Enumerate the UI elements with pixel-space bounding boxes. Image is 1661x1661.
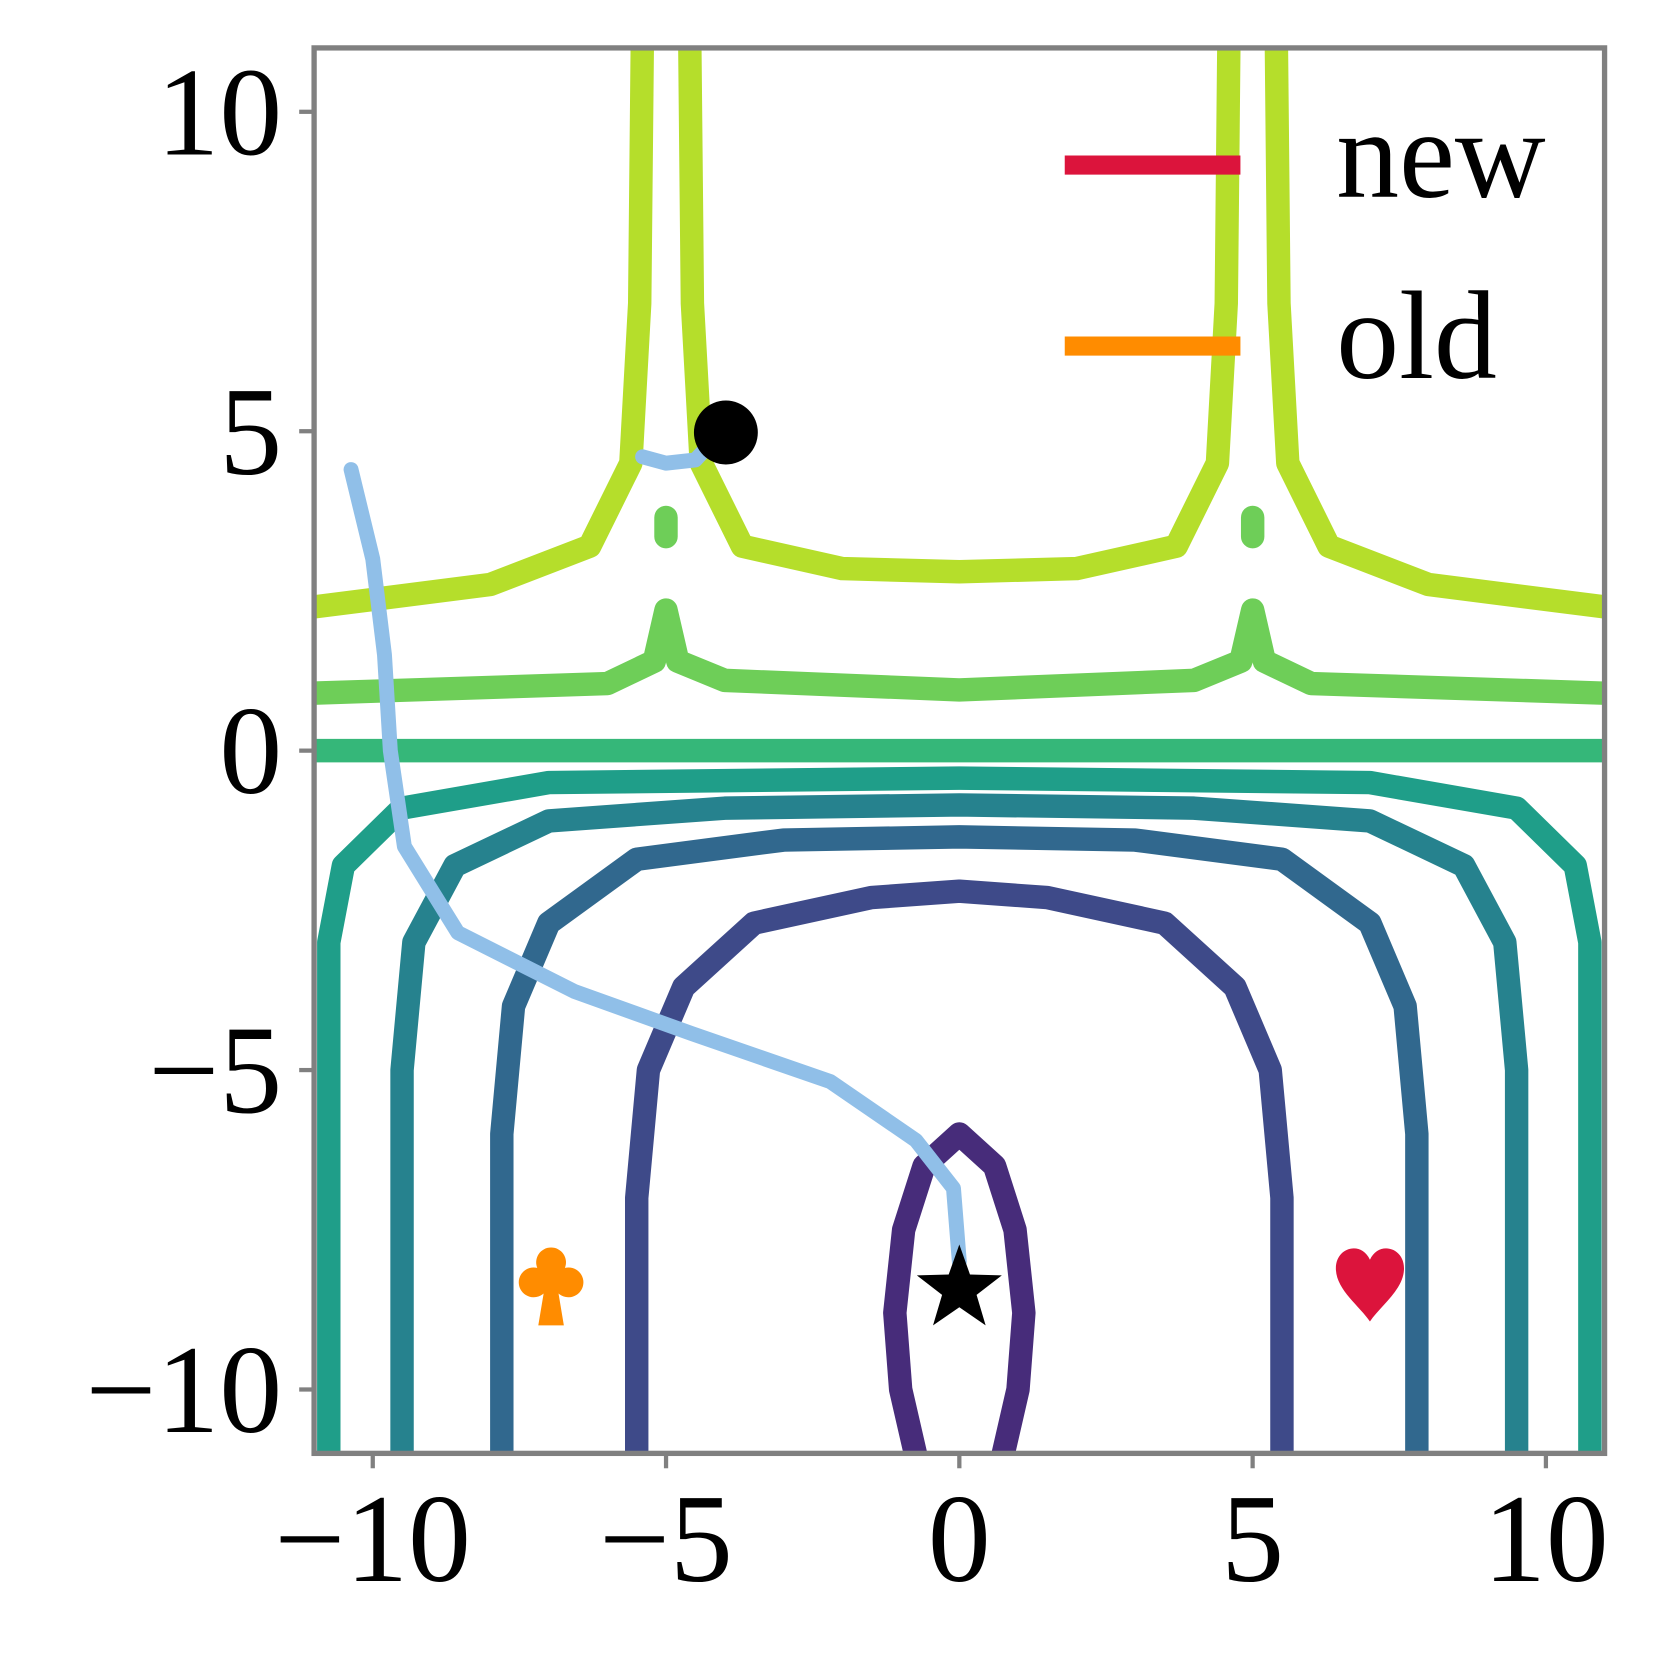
contour-line: [314, 505, 1605, 705]
y-tick-label: −5: [148, 1002, 282, 1141]
x-tick-label: 10: [1483, 1470, 1609, 1609]
x-tick-label: 0: [928, 1470, 991, 1609]
plot-area: [314, 47, 1605, 1454]
marker-star: [916, 1244, 1002, 1326]
trajectory: [343, 439, 967, 1270]
y-tick-label: 0: [219, 682, 282, 821]
x-tick-label: −10: [275, 1470, 471, 1609]
contour-line: [317, 766, 1602, 1454]
legend-label: new: [1336, 86, 1546, 225]
contour-line: [490, 825, 1429, 1454]
legend-label: old: [1336, 267, 1497, 406]
marker-circle: [693, 400, 758, 465]
y-tick-label: 5: [219, 363, 282, 502]
contour-line: [390, 793, 1529, 1454]
contour-line: [625, 879, 1294, 1454]
marker-club: [518, 1247, 584, 1326]
x-tick-label: −5: [599, 1470, 733, 1609]
contour-line: [314, 47, 1605, 619]
contour-line: [883, 1122, 1036, 1454]
y-tick-label: −10: [86, 1321, 282, 1460]
marker-heart: [1335, 1248, 1405, 1322]
x-tick-label: 5: [1221, 1470, 1284, 1609]
y-tick-label: 10: [157, 43, 283, 182]
